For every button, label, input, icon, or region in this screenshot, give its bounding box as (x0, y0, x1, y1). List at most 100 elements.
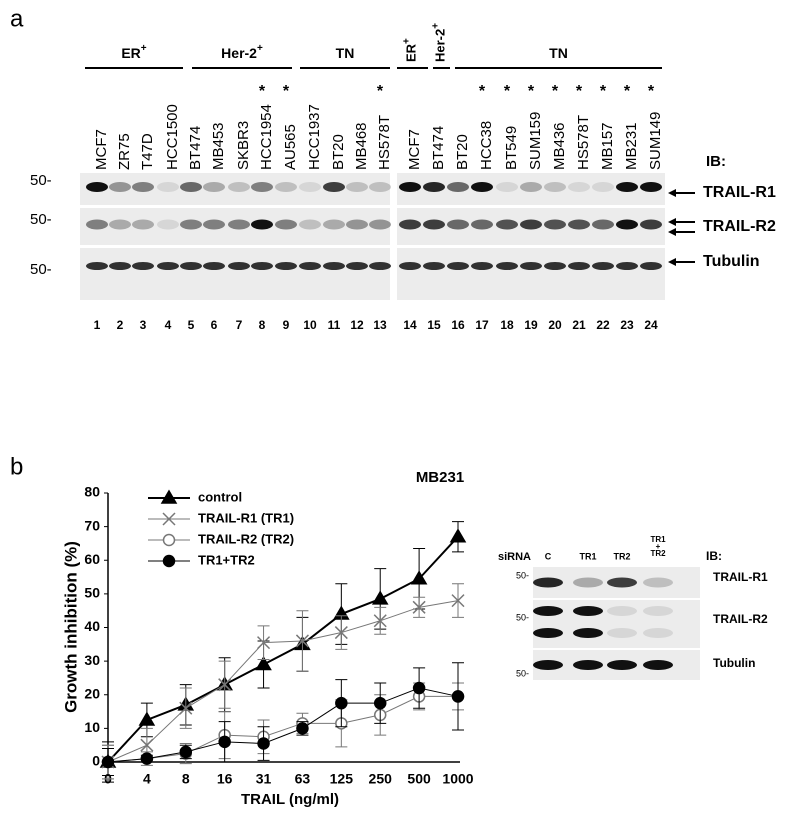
blot-band (573, 628, 603, 638)
blot-band (616, 182, 638, 192)
lane-label: + (656, 542, 661, 551)
asterisk: * (528, 83, 535, 100)
y-tick-label: 50 (84, 585, 100, 601)
lane-number: 19 (524, 318, 538, 332)
lane-number: 11 (328, 318, 341, 332)
lane-number: 16 (451, 318, 465, 332)
lane-number: 14 (403, 318, 417, 332)
data-point (410, 570, 428, 585)
y-tick-label: 70 (84, 517, 100, 533)
blot-band (369, 262, 391, 270)
data-point (255, 655, 272, 671)
blot-band (423, 219, 445, 230)
blot-band (275, 182, 297, 192)
blot-band (640, 182, 662, 192)
y-tick-label: 80 (84, 484, 100, 500)
blot-band (643, 660, 673, 670)
blot-band (616, 262, 638, 270)
asterisk: * (576, 83, 583, 100)
blot-band (203, 262, 225, 270)
lane-label: C (545, 551, 552, 561)
arrow-head (668, 218, 676, 226)
legend-marker (162, 533, 176, 547)
asterisk: * (504, 83, 511, 100)
band-label: TRAIL-R2 (703, 218, 776, 235)
data-point (334, 626, 348, 640)
data-point (451, 690, 465, 703)
series-line (107, 695, 458, 763)
blot-band (607, 628, 637, 638)
data-point (257, 737, 270, 750)
blot-band (180, 182, 202, 192)
lane-name: BT474 (187, 126, 204, 170)
blot-band (369, 182, 391, 192)
data-point (412, 681, 426, 695)
lane-number: 7 (236, 318, 243, 332)
asterisk: * (377, 83, 384, 100)
blot-band (323, 182, 345, 192)
lane-number: 15 (427, 318, 441, 332)
lane-name: AU565 (282, 124, 299, 170)
band-label: Tubulin (703, 253, 760, 270)
blot-band (346, 219, 368, 230)
blot-band (109, 219, 131, 230)
blot-band (573, 660, 603, 670)
x-tick-label: 500 (407, 771, 431, 787)
sirna-label: siRNA (498, 551, 531, 563)
blot-band (592, 182, 614, 192)
blot-band (496, 219, 518, 230)
data-point (296, 722, 309, 735)
blot-band (86, 219, 108, 230)
x-tick-label: 31 (256, 771, 272, 787)
blot-band (157, 182, 179, 192)
lane-label: TR2 (613, 551, 630, 561)
series-line (107, 536, 459, 763)
lane-name: MB436 (551, 122, 568, 170)
blot-band (447, 219, 469, 230)
series-line (107, 600, 459, 763)
blot-band (643, 606, 673, 616)
group-label: Her-2+ (221, 43, 263, 61)
ib-label: IB: (706, 153, 726, 170)
blot-band (399, 182, 421, 192)
blot-band (132, 219, 154, 230)
blot-band (640, 219, 662, 230)
blot-band (203, 182, 225, 192)
group-text: Her-2 (433, 29, 448, 62)
lane-name: HCC1500 (164, 104, 181, 170)
asterisk: * (552, 83, 559, 100)
lane-name: HS578T (575, 115, 592, 170)
group-sup: + (257, 43, 263, 54)
group-label: ER+ (401, 38, 419, 62)
blot-band (203, 219, 225, 230)
legend-label: TRAIL-R2 (TR2) (198, 531, 294, 546)
y-tick-label: 60 (84, 551, 100, 567)
blot-band (369, 219, 391, 230)
lane-number: 17 (475, 318, 489, 332)
blot-band (323, 219, 345, 230)
blot-band (323, 262, 345, 270)
lane-number: 18 (500, 318, 514, 332)
y-tick-label: 30 (84, 652, 100, 668)
blot-band (533, 577, 563, 588)
blot-band (399, 219, 421, 230)
lane-number: 10 (303, 318, 317, 332)
x-axis-label: TRAIL (ng/ml) (241, 791, 339, 808)
blot-band (471, 182, 493, 192)
lane-label: TR1 (579, 551, 596, 561)
blot-band (607, 660, 637, 670)
data-point (449, 528, 467, 543)
x-tick-label: 125 (330, 771, 354, 787)
blot-band (423, 182, 445, 192)
data-point (140, 752, 154, 765)
lane-number: 24 (644, 318, 658, 332)
blot-band (157, 262, 179, 270)
group-label: TN (336, 45, 355, 61)
lane-number: 9 (283, 318, 290, 332)
blot-band (471, 262, 493, 270)
data-point (138, 711, 156, 726)
lane-name: SUM149 (647, 112, 664, 170)
blot-band (643, 628, 673, 638)
group-label: ER+ (121, 43, 146, 61)
lane-label: TR2 (650, 549, 666, 558)
